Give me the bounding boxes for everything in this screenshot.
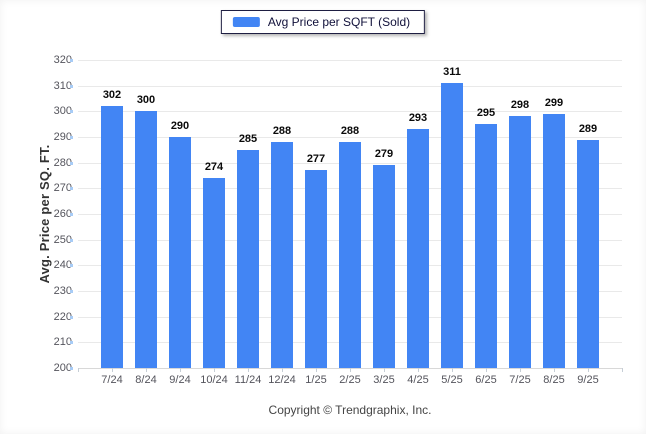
copyright-text: Copyright © Trendgraphix, Inc. (268, 403, 432, 417)
bar-value-label: 300 (136, 94, 156, 107)
y-axis-tick (70, 264, 73, 268)
y-axis-tick (70, 187, 73, 191)
x-tick-label: 10/24 (200, 374, 228, 386)
gridline (78, 137, 622, 138)
x-axis-tick (112, 368, 113, 372)
x-axis-tick (282, 368, 283, 372)
bar-value-label: 279 (374, 148, 394, 161)
bar (373, 165, 395, 368)
x-tick-label: 9/25 (577, 374, 599, 386)
bar-value-label: 302 (102, 89, 122, 102)
y-axis-tick (70, 341, 73, 345)
x-axis-tick (180, 368, 181, 372)
bar (577, 139, 599, 368)
y-tick-label: 200 (53, 362, 72, 374)
y-tick-label: 250 (53, 233, 72, 246)
bar-value-label: 299 (544, 96, 564, 109)
x-axis-tick (418, 368, 419, 372)
y-axis-tick (70, 59, 73, 62)
bar-value-label: 288 (272, 125, 292, 138)
x-axis-tick (384, 368, 385, 372)
y-tick-label: 300 (53, 105, 72, 118)
gridline (78, 60, 622, 61)
x-tick-label: 8/25 (543, 374, 565, 386)
x-tick-label: 11/24 (234, 374, 262, 386)
x-tick-label: 4/25 (407, 374, 429, 386)
y-tick-label: 230 (53, 285, 72, 297)
bar-value-label: 298 (510, 99, 530, 112)
bar (101, 106, 123, 368)
bar-value-label: 274 (204, 161, 224, 174)
bar (475, 124, 497, 368)
x-tick-label: 8/24 (135, 374, 157, 386)
bar-value-label: 288 (340, 125, 360, 138)
bar-value-label: 285 (238, 132, 258, 145)
x-axis-tick (316, 368, 317, 372)
y-axis-tick (70, 290, 73, 293)
x-tick-label: 5/25 (441, 374, 463, 386)
x-axis-tick (350, 368, 351, 372)
bar-value-label: 277 (306, 153, 326, 166)
x-axis-tick (214, 368, 215, 372)
x-tick-label: 7/24 (101, 374, 123, 386)
plot-area: 200 210 220 230 240 250 260 270 280 290 300 310 320 3… (54, 54, 623, 386)
bar (543, 113, 565, 368)
y-axis-tick (70, 110, 73, 114)
bar (135, 111, 157, 368)
y-tick-label: 270 (53, 182, 72, 195)
bar (237, 149, 259, 368)
y-axis-tick (70, 84, 73, 88)
x-tick-label: 2/25 (339, 374, 361, 386)
bar (271, 142, 293, 368)
bar (441, 83, 463, 368)
x-axis-tick (520, 368, 521, 372)
bar (305, 170, 327, 368)
y-tick-label: 260 (53, 208, 72, 220)
x-axis-tick (146, 368, 147, 372)
x-axis-tick (486, 368, 487, 372)
y-axis-tick (70, 136, 73, 139)
x-tick-label: 9/24 (169, 374, 191, 386)
bar (339, 142, 361, 368)
gridline (78, 111, 622, 113)
legend-swatch (232, 17, 260, 27)
y-tick-label: 220 (53, 310, 72, 323)
y-axis-tick (70, 238, 73, 242)
gridline (78, 85, 622, 87)
bar-value-label: 293 (408, 112, 428, 125)
y-tick-label: 320 (53, 54, 72, 66)
x-axis-tick (452, 368, 453, 372)
legend-label: Avg Price per SQFT (Sold) (267, 15, 411, 29)
bar (169, 137, 191, 368)
x-tick-label: 12/24 (268, 374, 296, 386)
bar-value-label: 290 (170, 120, 190, 132)
y-tick-label: 290 (53, 131, 72, 143)
y-axis-tick (70, 161, 73, 165)
x-tick-label: 7/25 (509, 374, 531, 386)
x-axis-tick (78, 368, 79, 372)
y-tick-label: 280 (53, 156, 72, 169)
x-tick-label: 6/25 (475, 374, 497, 386)
bar (509, 116, 531, 368)
bar-value-label: 295 (476, 107, 496, 120)
y-tick-label: 240 (53, 259, 72, 272)
legend: Avg Price per SQFT (Sold) (220, 10, 426, 34)
y-axis-tick (70, 367, 73, 370)
y-tick-label: 310 (53, 79, 72, 92)
x-axis-tick (248, 368, 249, 372)
x-axis-tick (554, 368, 555, 372)
y-tick-label: 210 (53, 336, 72, 349)
x-axis-tick (588, 368, 589, 372)
bar-value-label: 289 (578, 122, 598, 135)
bar (203, 178, 225, 368)
x-axis-tick (622, 368, 623, 372)
bar-value-label: 311 (443, 66, 461, 79)
y-axis-tick (70, 213, 73, 216)
bar (407, 129, 429, 368)
y-axis-tick (70, 315, 73, 319)
x-tick-label: 1/25 (305, 374, 327, 386)
x-tick-label: 3/25 (373, 374, 395, 386)
